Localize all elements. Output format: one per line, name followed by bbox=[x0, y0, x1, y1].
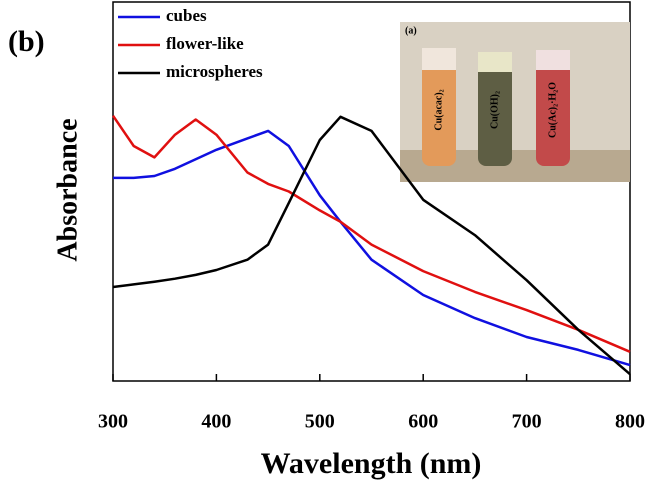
tube-label: Cu(Ac)₂·H₂O bbox=[547, 82, 558, 138]
legend-label: cubes bbox=[166, 6, 207, 25]
panel-label: (b) bbox=[8, 25, 45, 58]
tube bbox=[422, 48, 456, 166]
tube-label: Cu(OH)₂ bbox=[489, 91, 500, 129]
plot-frame bbox=[112, 1, 631, 382]
tube-label: Cu(acac)₂ bbox=[433, 89, 444, 130]
tube bbox=[478, 52, 512, 166]
x-tick-label: 400 bbox=[201, 411, 231, 433]
tube bbox=[536, 50, 570, 166]
inset-photo bbox=[400, 22, 630, 182]
y-axis-label: Absorbance bbox=[52, 118, 83, 261]
x-tick-label: 700 bbox=[512, 411, 542, 433]
x-tick-label: 800 bbox=[615, 411, 645, 433]
tube-cap bbox=[422, 48, 456, 70]
series-line bbox=[113, 129, 631, 367]
legend-label: microspheres bbox=[166, 62, 263, 81]
series-line bbox=[112, 115, 631, 376]
tube-cap bbox=[536, 50, 570, 70]
legend-label: flower-like bbox=[166, 34, 244, 53]
x-tick-label: 300 bbox=[98, 411, 128, 433]
x-tick-label: 500 bbox=[305, 411, 335, 433]
x-tick-label: 600 bbox=[408, 411, 438, 433]
series-line bbox=[111, 114, 631, 353]
x-axis-label: Wavelength (nm) bbox=[261, 447, 482, 480]
tube-cap bbox=[478, 52, 512, 72]
inset-label: (a) bbox=[405, 25, 417, 36]
